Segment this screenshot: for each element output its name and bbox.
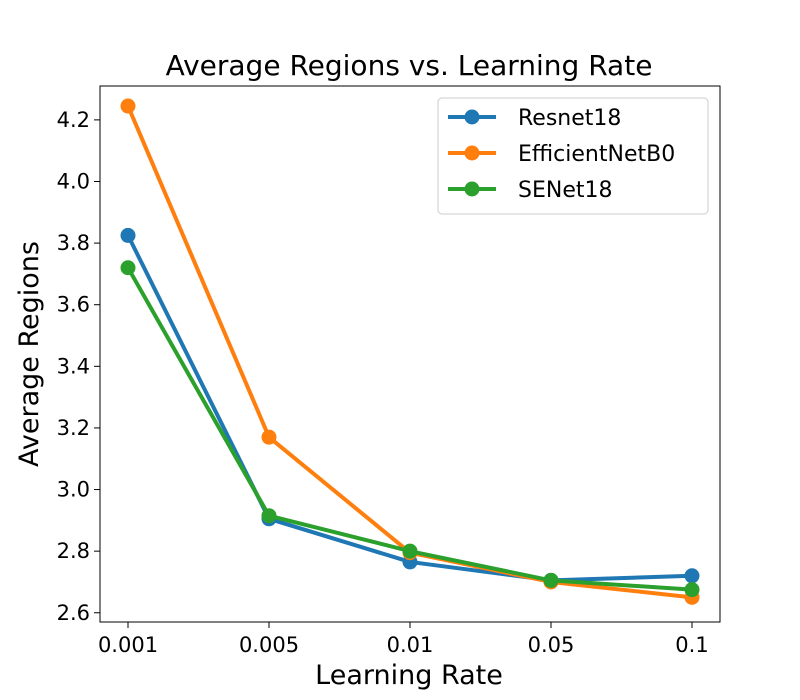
- legend-label-efficientnetb0: EfficientNetB0: [518, 142, 675, 167]
- x-tick-label: 0.1: [675, 633, 708, 657]
- y-tick-label: 3.0: [57, 478, 90, 502]
- y-tick-label: 2.8: [57, 539, 90, 563]
- data-point-senet18: [261, 508, 277, 524]
- series-line-senet18: [126, 265, 694, 592]
- y-tick-label: 3.4: [57, 354, 90, 378]
- x-tick-label: 0.005: [239, 633, 299, 657]
- legend-box: [437, 97, 709, 215]
- data-point-senet18: [543, 572, 559, 588]
- data-point-efficientnetb0: [261, 429, 277, 445]
- y-tick-label: 3.2: [57, 416, 90, 440]
- x-tick-label: 0.05: [528, 633, 575, 657]
- y-tick-label: 3.6: [57, 293, 90, 317]
- data-point-senet18: [402, 543, 418, 559]
- y-axis-label: Average Regions: [14, 241, 45, 467]
- data-point-senet18: [120, 260, 136, 276]
- y-tick-label: 4.2: [57, 108, 90, 132]
- x-axis-label: Learning Rate: [315, 660, 503, 691]
- x-tick-label: 0.01: [387, 633, 434, 657]
- data-point-senet18: [684, 582, 700, 598]
- y-tick-label: 2.6: [57, 601, 90, 625]
- legend-marker-efficientnetb0: [464, 145, 480, 161]
- chart-title: Average Regions vs. Learning Rate: [166, 49, 653, 82]
- y-tick-label: 4.0: [57, 169, 90, 193]
- legend-label-resnet18: Resnet18: [518, 106, 621, 131]
- legend-marker-resnet18: [464, 109, 480, 125]
- data-point-efficientnetb0: [120, 98, 136, 114]
- data-point-resnet18: [120, 227, 136, 243]
- y-tick-label: 3.8: [57, 231, 90, 255]
- legend-marker-senet18: [464, 181, 480, 197]
- series-line-resnet18: [126, 233, 694, 583]
- x-tick-label: 0.001: [98, 633, 158, 657]
- data-point-resnet18: [684, 568, 700, 584]
- legend-label-senet18: SENet18: [518, 178, 612, 203]
